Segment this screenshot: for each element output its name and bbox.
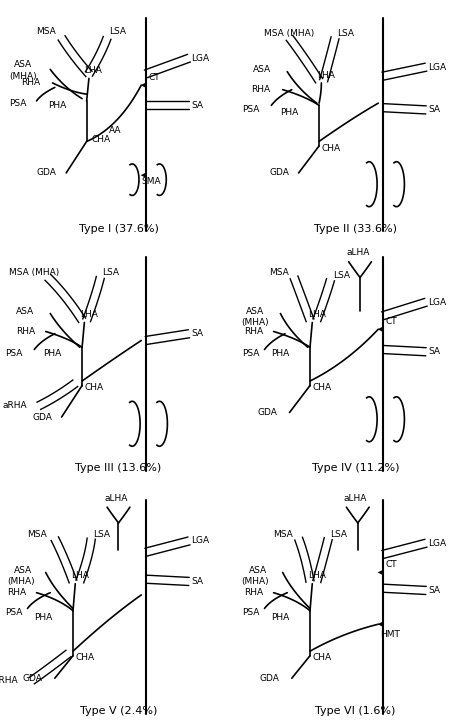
Text: aLHA: aLHA (105, 494, 128, 502)
Text: LHA: LHA (80, 310, 98, 319)
Text: GDA: GDA (260, 674, 280, 682)
Text: CHA: CHA (84, 383, 103, 392)
Text: ASA: ASA (16, 307, 34, 316)
Text: aRHA: aRHA (0, 676, 18, 685)
Text: ASA: ASA (248, 566, 267, 575)
Text: LGA: LGA (428, 298, 447, 306)
Text: ASA: ASA (253, 65, 271, 74)
Text: LSA: LSA (337, 29, 354, 38)
Text: (MHA): (MHA) (9, 72, 37, 81)
Text: PSA: PSA (5, 349, 22, 359)
Text: PHA: PHA (44, 349, 62, 359)
Text: Type V (2.4%): Type V (2.4%) (80, 706, 157, 717)
Text: GDA: GDA (32, 412, 52, 422)
Text: SA: SA (191, 101, 203, 110)
Text: Type III (13.6%): Type III (13.6%) (75, 463, 162, 473)
Text: SA: SA (191, 577, 203, 586)
Text: PHA: PHA (271, 613, 290, 622)
Text: CT: CT (148, 73, 160, 82)
Text: ASA: ASA (246, 307, 264, 316)
Text: LSA: LSA (93, 530, 110, 539)
Text: MSA: MSA (273, 530, 293, 539)
Text: RHA: RHA (7, 588, 26, 597)
Text: RHA: RHA (244, 327, 263, 336)
Text: ASA: ASA (14, 60, 32, 70)
Text: MSA: MSA (27, 530, 47, 539)
Text: LHA: LHA (308, 310, 326, 319)
Text: LHA: LHA (71, 571, 89, 580)
Text: LSA: LSA (109, 27, 127, 36)
Text: CHA: CHA (91, 135, 110, 144)
Text: LSA: LSA (102, 269, 119, 277)
Text: PSA: PSA (9, 99, 27, 107)
Text: LGA: LGA (428, 539, 447, 547)
Text: RHA: RHA (251, 85, 270, 94)
Text: LHA: LHA (84, 66, 102, 75)
Text: aRHA: aRHA (2, 401, 27, 410)
Text: CHA: CHA (321, 144, 340, 152)
Text: LGA: LGA (191, 537, 210, 545)
Text: (MHA): (MHA) (242, 318, 269, 327)
Text: CT: CT (385, 560, 397, 569)
Text: Type II (33.6%): Type II (33.6%) (314, 224, 397, 234)
Text: PSA: PSA (242, 105, 259, 115)
Text: (MHA): (MHA) (7, 577, 35, 586)
Text: CHA: CHA (75, 653, 94, 662)
Text: GDA: GDA (269, 168, 289, 177)
Text: SA: SA (191, 330, 203, 338)
Text: RHA: RHA (244, 588, 263, 597)
Text: CHA: CHA (312, 653, 331, 662)
Text: Type IV (11.2%): Type IV (11.2%) (312, 463, 399, 473)
Text: Type I (37.6%): Type I (37.6%) (79, 224, 158, 234)
Text: (MHA): (MHA) (242, 577, 269, 586)
Text: LGA: LGA (191, 54, 210, 62)
Text: SA: SA (428, 586, 440, 595)
Text: SA: SA (428, 105, 440, 115)
Text: aLHA: aLHA (344, 494, 367, 502)
Text: LHA: LHA (308, 571, 326, 580)
Text: MSA (MHA): MSA (MHA) (9, 269, 60, 277)
Text: LSA: LSA (333, 271, 350, 280)
Text: PHA: PHA (281, 107, 299, 117)
Text: RHA: RHA (21, 78, 40, 87)
Text: GDA: GDA (23, 674, 43, 682)
Text: MSA: MSA (269, 269, 289, 277)
Text: PSA: PSA (5, 608, 22, 617)
Text: AA: AA (109, 126, 122, 134)
Text: CT: CT (385, 317, 397, 326)
Text: SMA: SMA (141, 177, 161, 187)
Text: LGA: LGA (428, 62, 447, 72)
Text: GDA: GDA (258, 408, 278, 417)
Text: LHA: LHA (317, 70, 335, 80)
Text: CHA: CHA (312, 383, 331, 392)
Text: PHA: PHA (48, 101, 66, 110)
Text: GDA: GDA (36, 168, 56, 177)
Text: aLHA: aLHA (346, 248, 369, 257)
Text: ASA: ASA (14, 566, 32, 575)
Text: PHA: PHA (271, 349, 290, 359)
Text: SA: SA (428, 347, 440, 356)
Text: PHA: PHA (34, 613, 53, 622)
Text: LSA: LSA (330, 530, 347, 539)
Text: HMT: HMT (381, 630, 401, 639)
Text: MSA: MSA (36, 27, 56, 36)
Text: RHA: RHA (16, 327, 35, 336)
Text: MSA (MHA): MSA (MHA) (264, 29, 315, 38)
Text: PSA: PSA (242, 608, 259, 617)
Text: Type VI (1.6%): Type VI (1.6%) (315, 706, 396, 717)
Text: PSA: PSA (242, 349, 259, 359)
